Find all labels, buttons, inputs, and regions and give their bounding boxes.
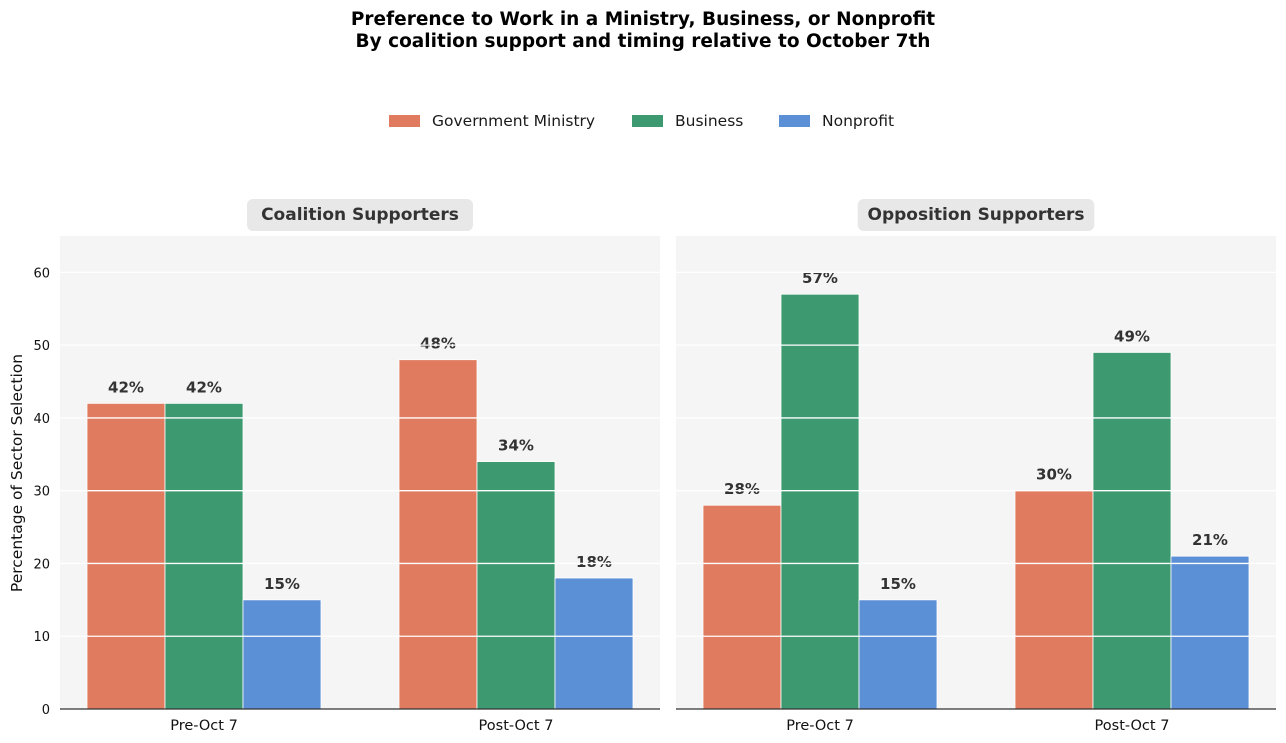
data-label: 42% <box>108 378 144 396</box>
legend-swatch-1 <box>632 115 663 127</box>
y-tick-label-4: 40 <box>33 412 50 427</box>
bar-government-ministry-1 <box>1014 490 1094 710</box>
data-label: 42% <box>186 378 222 396</box>
y-axis-label: Percentage of Sector Selection <box>8 354 26 592</box>
bar-nonprofit-0 <box>242 599 322 710</box>
x-tick-label-0: Pre-Oct 7 <box>786 718 854 734</box>
bar-nonprofit-1 <box>1170 555 1250 710</box>
data-label: 34% <box>498 437 534 455</box>
bar-business-1 <box>476 461 556 710</box>
bar-nonprofit-1 <box>554 577 634 710</box>
data-label: 30% <box>1036 466 1072 484</box>
bar-business-0 <box>164 402 244 710</box>
bar-government-ministry-1 <box>398 359 478 710</box>
x-tick-label-1: Post-Oct 7 <box>1095 718 1170 734</box>
y-tick-label-2: 20 <box>33 557 50 572</box>
bar-business-1 <box>1092 352 1172 710</box>
chart-title-line1: Preference to Work in a Ministry, Busine… <box>351 9 935 30</box>
x-tick-label-1: Post-Oct 7 <box>479 718 554 734</box>
data-label: 49% <box>1114 327 1150 345</box>
legend-label-1: Business <box>675 112 743 130</box>
chart-panels: 0 10 20 30 40 50 60 Coalition Supporters 42% 48% 4… <box>33 199 1276 734</box>
data-label: 15% <box>264 575 300 593</box>
bar-government-ministry-0 <box>86 402 166 710</box>
panel-0: 0 10 20 30 40 50 60 Coalition Supporters 42% 48% 4… <box>33 199 660 734</box>
data-label: 48% <box>420 335 456 353</box>
legend-swatch-0 <box>389 115 420 127</box>
data-label: 15% <box>880 575 916 593</box>
data-label: 28% <box>724 480 760 498</box>
legend-label-2: Nonprofit <box>822 112 894 130</box>
bar-business-0 <box>780 293 860 710</box>
y-tick-label-0: 0 <box>42 703 50 718</box>
panel-title-box <box>247 199 473 231</box>
panel-title: Coalition Supporters <box>261 205 459 225</box>
data-label: 57% <box>802 269 838 287</box>
bar-government-ministry-0 <box>702 504 782 710</box>
data-label: 18% <box>576 553 612 571</box>
y-tick-label-1: 10 <box>33 630 50 645</box>
x-tick-label-0: Pre-Oct 7 <box>170 718 238 734</box>
y-tick-label-3: 30 <box>33 485 50 500</box>
legend-label-0: Government Ministry <box>432 112 595 130</box>
panel-1: Opposition Supporters 28% 30% 57% 49% 15% 21% P… <box>676 199 1276 734</box>
chart-title-line2: By coalition support and timing relative… <box>356 31 931 52</box>
panel-title-box <box>857 199 1095 231</box>
legend: Government Ministry Business Nonprofit <box>389 112 894 130</box>
y-tick-label-5: 50 <box>33 339 50 354</box>
y-tick-label-6: 60 <box>33 266 50 281</box>
data-label: 21% <box>1192 531 1228 549</box>
legend-swatch-2 <box>779 115 810 127</box>
panel-title: Opposition Supporters <box>868 205 1085 225</box>
bar-nonprofit-0 <box>858 599 938 710</box>
